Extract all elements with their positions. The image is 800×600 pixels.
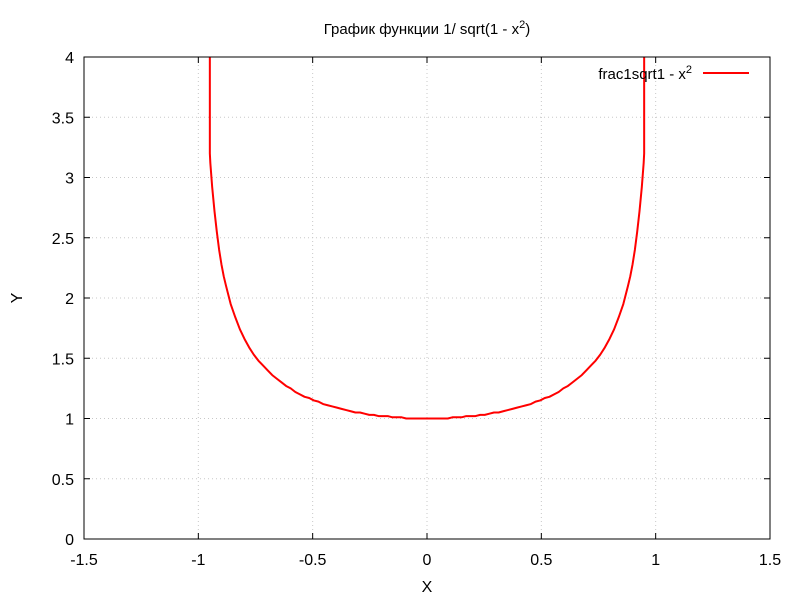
legend-label-text: frac1sqrt1 - x (598, 66, 686, 83)
y-tick-label: 2.5 (52, 231, 74, 248)
y-tick-label: 0.5 (52, 472, 74, 489)
chart-title: График функции 1/ sqrt(1 - x2) (324, 19, 530, 38)
series-layer (208, 57, 646, 420)
y-tick-label: 3 (65, 171, 74, 188)
y-tick-label: 4 (65, 50, 74, 67)
legend: frac1sqrt1 - x2 (598, 64, 749, 83)
x-tick-label: 1.5 (759, 552, 781, 569)
chart-title-sup: 2 (519, 19, 525, 31)
y-axis-label: Y (9, 292, 26, 303)
y-tick-label: 2 (65, 291, 74, 308)
chart-title-suffix: ) (525, 21, 530, 38)
chart-title-text: График функции 1/ sqrt(1 - x (324, 21, 520, 38)
grid-layer (84, 57, 770, 539)
series-line (208, 57, 646, 420)
x-axis-label: X (422, 579, 433, 596)
legend-label-sup: 2 (686, 64, 692, 76)
y-tick-label: 0 (65, 532, 74, 549)
x-tick-label: -1.5 (70, 552, 98, 569)
x-tick-label: -0.5 (299, 552, 327, 569)
ticks-layer: -1.5 -1 -0.5 0 0.5 1 1.5 0 0.5 1 1.5 2 2.5 3 3.5 4 (52, 50, 781, 569)
y-tick-label: 1 (65, 412, 74, 429)
x-tick-label: 0 (423, 552, 432, 569)
legend-label: frac1sqrt1 - x2 (598, 64, 692, 83)
x-tick-label: 1 (651, 552, 660, 569)
x-tick-label: 0.5 (530, 552, 552, 569)
y-tick-label: 1.5 (52, 351, 74, 368)
x-tick-label: -1 (191, 552, 205, 569)
y-tick-label: 3.5 (52, 110, 74, 127)
